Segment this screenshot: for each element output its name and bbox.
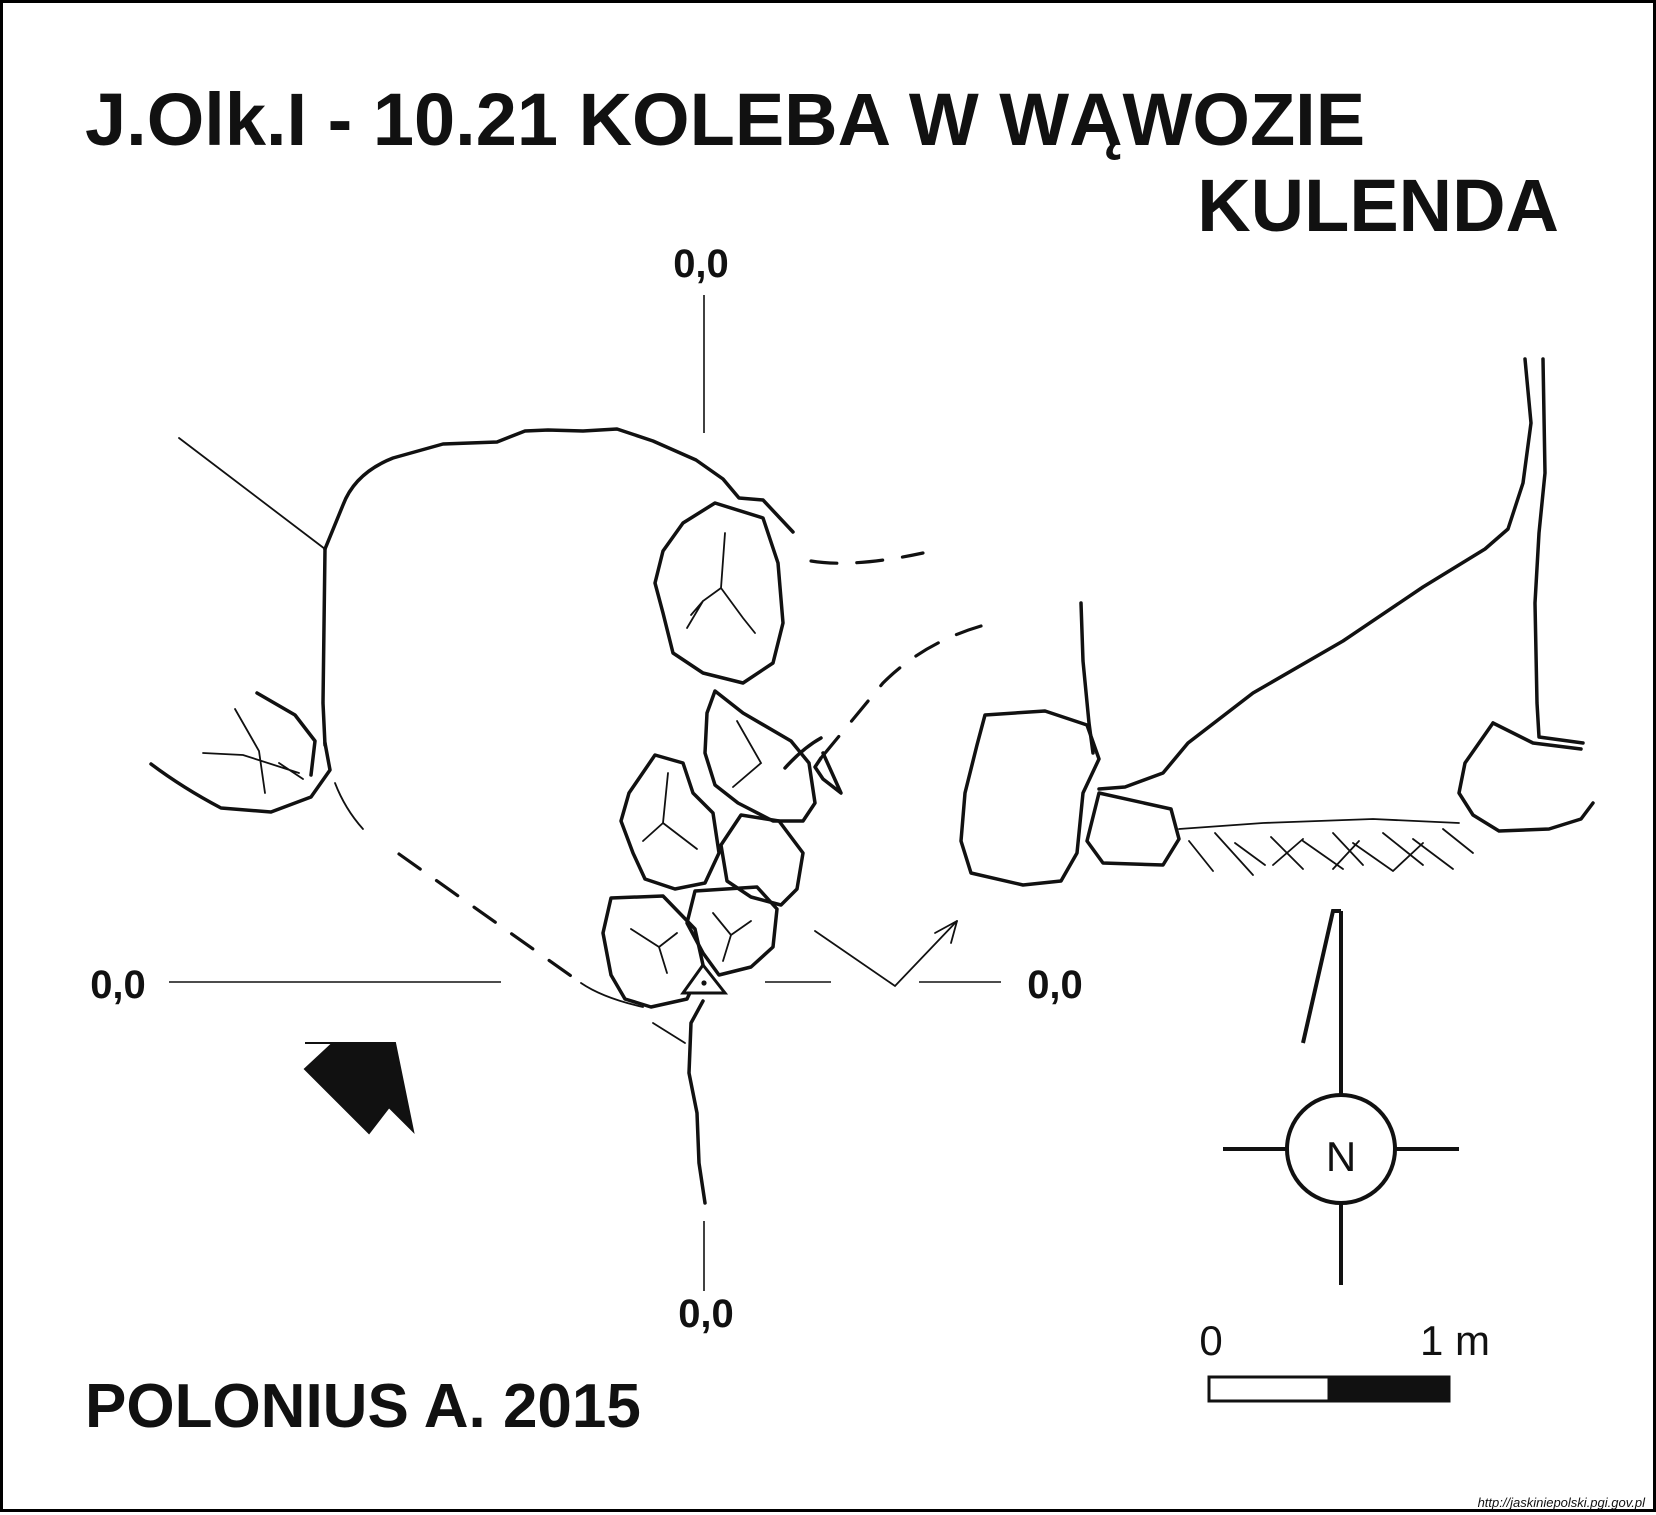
datum-label-bottom: 0,0: [678, 1292, 734, 1336]
survey-station-triangle-icon: [680, 962, 729, 995]
datum-label-right: 0,0: [1027, 963, 1083, 1007]
outer-rock-section: [959, 357, 1595, 887]
cave-outline: [149, 427, 983, 985]
datum-label-top: 0,0: [673, 242, 729, 286]
scale-start-label: 0: [1199, 1317, 1222, 1364]
profile-arrow: [814, 920, 958, 988]
datum-cross-lines: [169, 295, 1001, 1291]
boulders: [202, 501, 817, 1009]
source-url: http://jaskiniepolski.pgi.gov.pl: [1478, 1495, 1647, 1510]
datum-label-left: 0,0: [90, 963, 146, 1007]
scale-end-label: 1 m: [1420, 1317, 1490, 1364]
cave-plan-map: J.Olk.I - 10.21 KOLEBA W WĄWOZIE KULENDA…: [85, 78, 1647, 1510]
map-title-line1: J.Olk.I - 10.21 KOLEBA W WĄWOZIE: [85, 78, 1365, 161]
entrance-arrow-icon: [303, 1042, 415, 1135]
north-letter: N: [1326, 1133, 1356, 1180]
entrance-passage: [580, 982, 707, 1205]
north-compass-icon: N: [1223, 909, 1459, 1285]
scale-bar: 0 1 m: [1199, 1317, 1490, 1403]
map-title-line2: KULENDA: [1197, 164, 1559, 247]
map-author: POLONIUS A. 2015: [85, 1372, 641, 1441]
